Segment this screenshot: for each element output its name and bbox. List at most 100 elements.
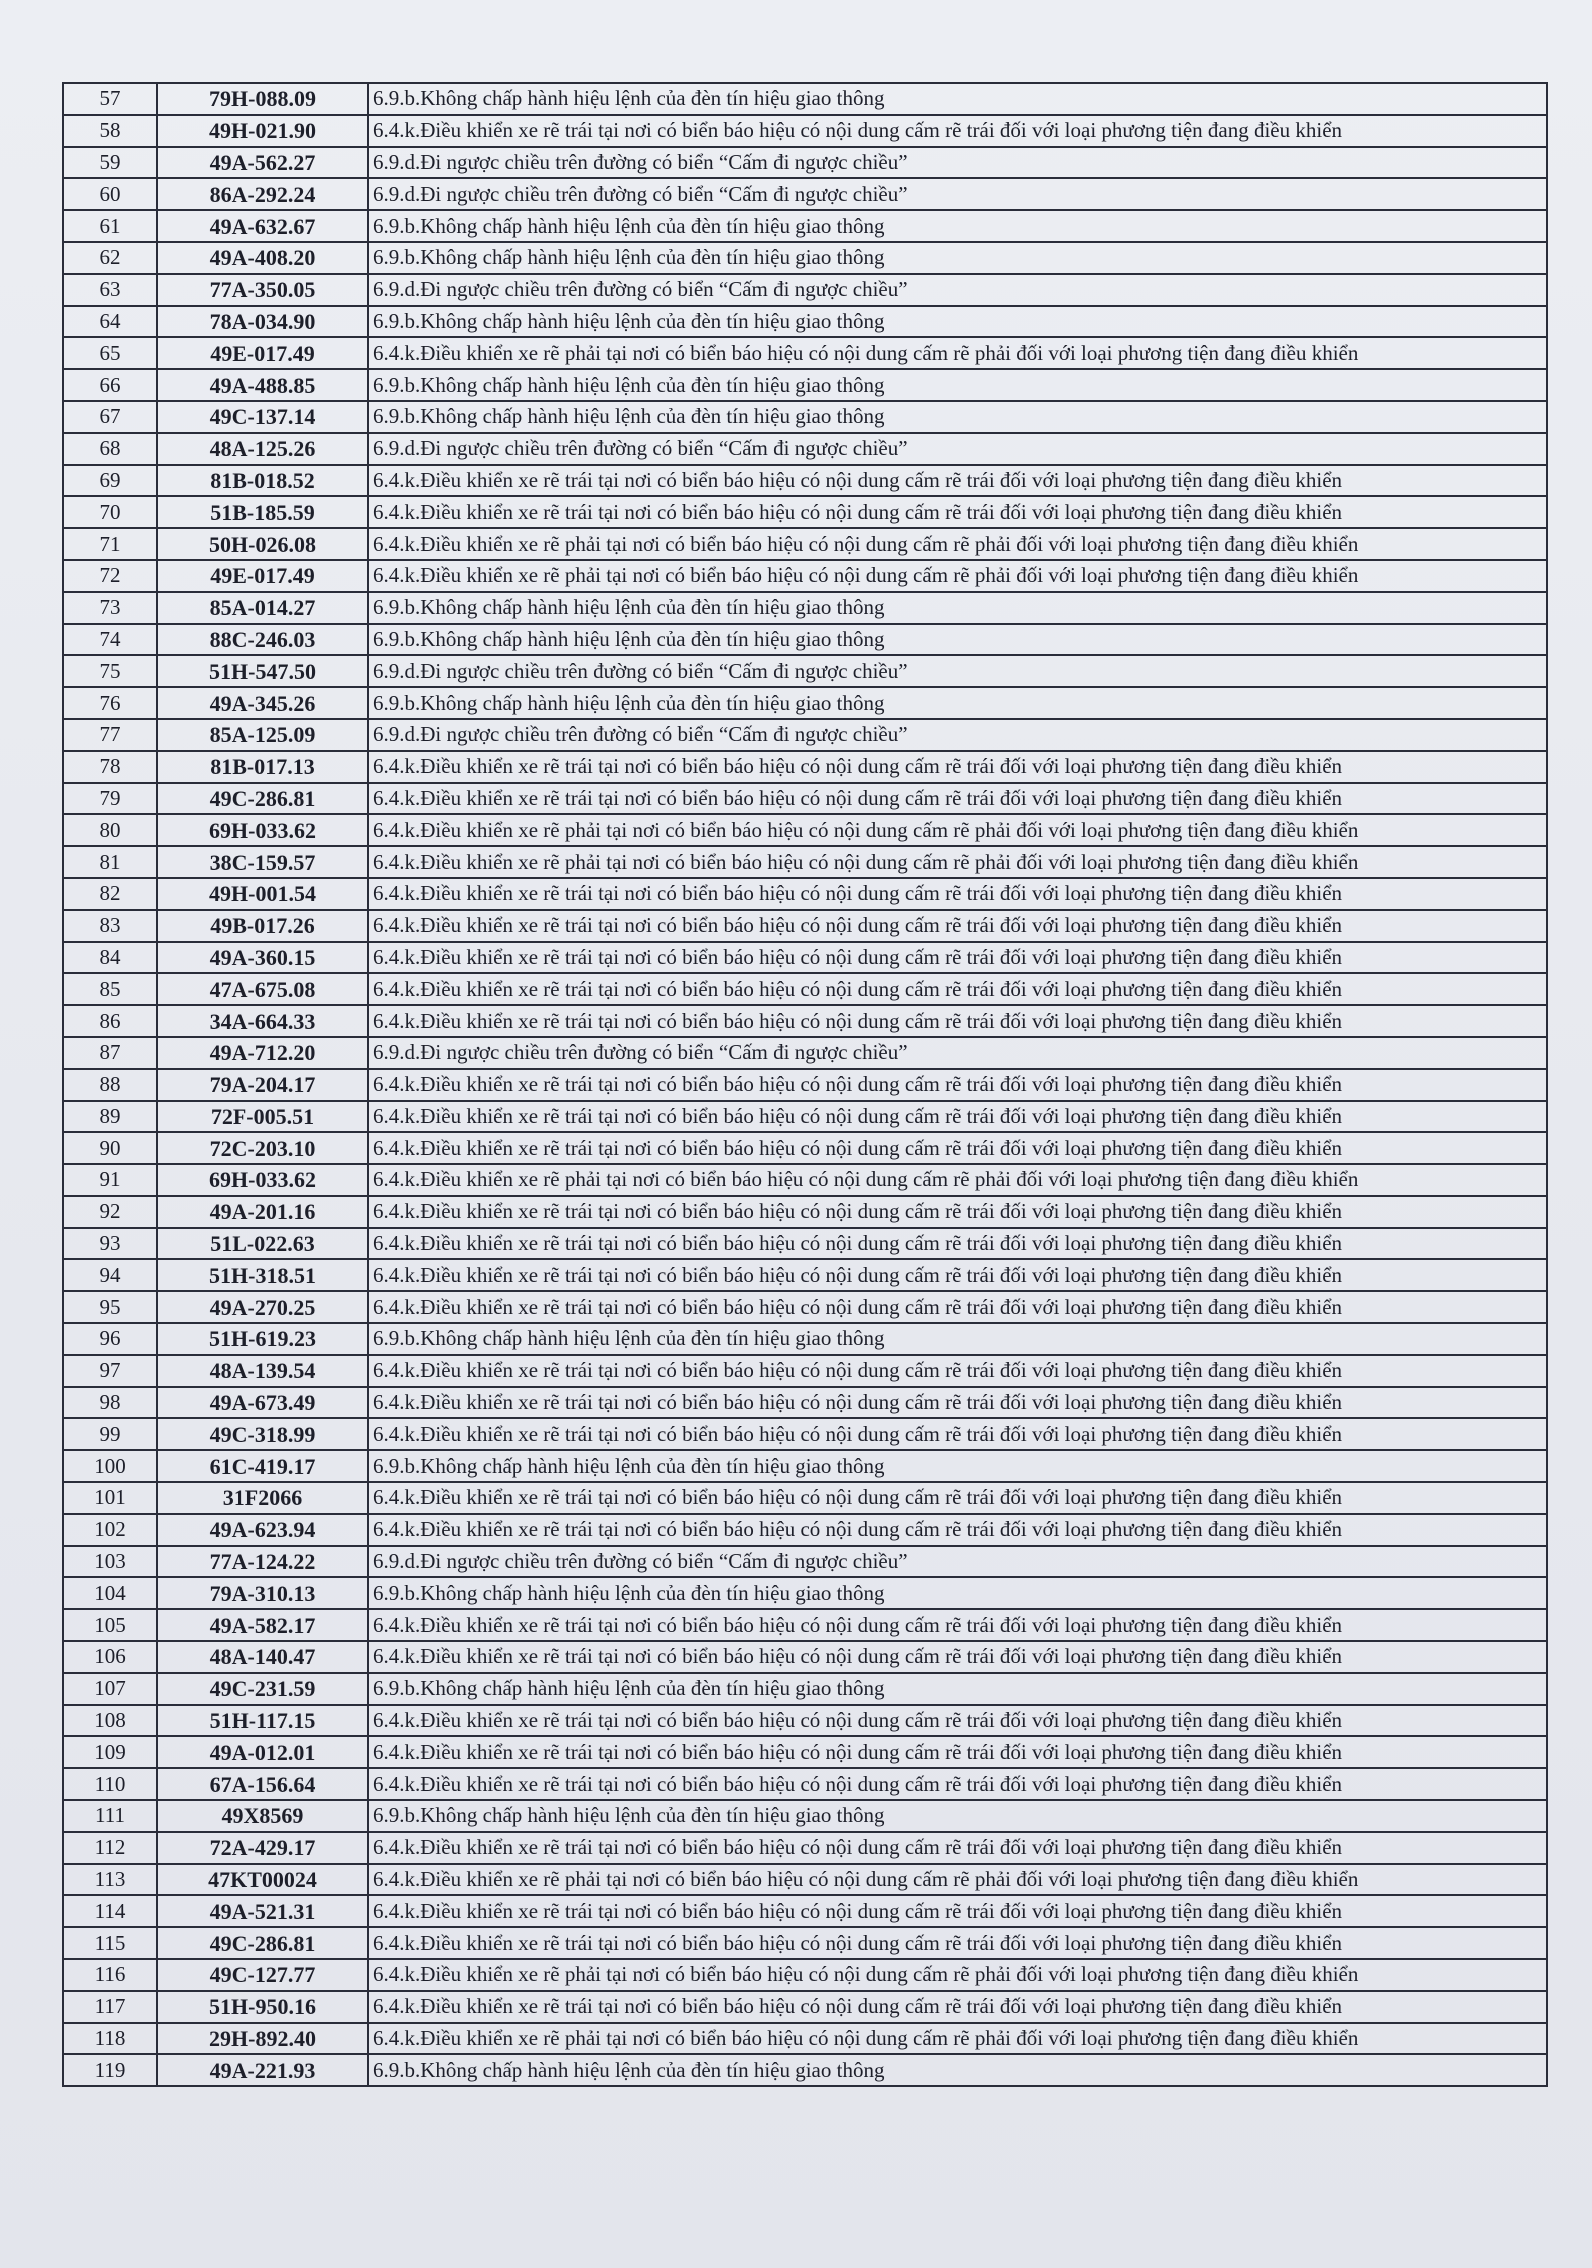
license-plate: 48A-139.54: [156, 1353, 369, 1388]
license-plate: 49A-712.20: [156, 1035, 369, 1070]
violation-description: 6.9.d.Đi ngược chiều trên đường có biển …: [367, 145, 1548, 180]
violation-description: 6.9.b.Không chấp hành hiệu lệnh của đèn …: [367, 399, 1548, 434]
violation-description: 6.9.b.Không chấp hành hiệu lệnh của đèn …: [367, 1576, 1548, 1611]
table-row: 78 81B-017.13 6.4.k.Điều khiển xe rẽ trái …: [62, 749, 1548, 784]
license-plate: 69H-033.62: [156, 813, 369, 848]
violation-description: 6.4.k.Điều khiển xe rẽ trái tại nơi có b…: [367, 1894, 1548, 1929]
license-plate: 49A-345.26: [156, 686, 369, 720]
violation-description: 6.4.k.Điều khiển xe rẽ trái tại nơi có b…: [367, 1767, 1548, 1802]
license-plate: 78A-034.90: [156, 304, 369, 339]
row-number: 98: [62, 1385, 158, 1420]
license-plate: 86A-292.24: [156, 177, 369, 212]
license-plate: 72A-429.17: [156, 1830, 369, 1865]
violation-description: 6.4.k.Điều khiển xe rẽ trái tại nơi có b…: [367, 1640, 1548, 1674]
table-row: 116 49C-127.77 6.4.k.Điều khiển xe rẽ phải…: [62, 1958, 1548, 1992]
license-plate: 49B-017.26: [156, 908, 369, 943]
row-number: 106: [62, 1640, 158, 1674]
violation-description: 6.9.b.Không chấp hành hiệu lệnh của đèn …: [367, 622, 1548, 657]
table-row: 101 31F2066 6.4.k.Điều khiển xe rẽ trái tạ…: [62, 1481, 1548, 1515]
row-number: 73: [62, 590, 158, 625]
violation-description: 6.4.k.Điều khiển xe rẽ trái tại nơi có b…: [367, 113, 1548, 148]
license-plate: 38C-159.57: [156, 845, 369, 879]
row-number: 110: [62, 1767, 158, 1802]
license-plate: 34A-664.33: [156, 1004, 369, 1038]
row-number: 97: [62, 1353, 158, 1388]
table-row: 89 72F-005.51 6.4.k.Điều khiển xe rẽ trái …: [62, 1099, 1548, 1134]
row-number: 109: [62, 1735, 158, 1770]
row-number: 108: [62, 1703, 158, 1738]
table-row: 96 51H-619.23 6.9.b.Không chấp hành hiệu l…: [62, 1322, 1548, 1356]
row-number: 105: [62, 1608, 158, 1643]
row-number: 101: [62, 1481, 158, 1515]
license-plate: 47KT00024: [156, 1862, 369, 1897]
row-number: 66: [62, 368, 158, 402]
violation-description: 6.4.k.Điều khiển xe rẽ trái tại nơi có b…: [367, 1703, 1548, 1738]
row-number: 91: [62, 1163, 158, 1197]
row-number: 58: [62, 113, 158, 148]
violation-description: 6.9.d.Đi ngược chiều trên đường có biển …: [367, 1544, 1548, 1579]
license-plate: 49H-001.54: [156, 876, 369, 911]
table-row: 68 48A-125.26 6.9.d.Đi ngược chiều trên đư…: [62, 431, 1548, 466]
violation-description: 6.4.k.Điều khiển xe rẽ trái tại nơi có b…: [367, 972, 1548, 1007]
license-plate: 51B-185.59: [156, 495, 369, 530]
violation-description: 6.9.b.Không chấp hành hiệu lệnh của đèn …: [367, 1322, 1548, 1356]
table-row: 98 49A-673.49 6.4.k.Điều khiển xe rẽ trái …: [62, 1385, 1548, 1420]
row-number: 118: [62, 2021, 158, 2056]
table-row: 67 49C-137.14 6.9.b.Không chấp hành hiệu l…: [62, 399, 1548, 434]
row-number: 100: [62, 1449, 158, 1484]
table-row: 90 72C-203.10 6.4.k.Điều khiển xe rẽ trái …: [62, 1131, 1548, 1166]
table-row: 108 51H-117.15 6.4.k.Điều khiển xe rẽ trái…: [62, 1703, 1548, 1738]
violation-description: 6.4.k.Điều khiển xe rẽ trái tại nơi có b…: [367, 781, 1548, 816]
license-plate: 69H-033.62: [156, 1163, 369, 1197]
license-plate: 85A-014.27: [156, 590, 369, 625]
row-number: 76: [62, 686, 158, 720]
license-plate: 49X8569: [156, 1799, 369, 1833]
violation-description: 6.4.k.Điều khiển xe rẽ trái tại nơi có b…: [367, 1353, 1548, 1388]
row-number: 78: [62, 749, 158, 784]
table-row: 113 47KT00024 6.4.k.Điều khiển xe rẽ phải …: [62, 1862, 1548, 1897]
violation-description: 6.4.k.Điều khiển xe rẽ trái tại nơi có b…: [367, 1417, 1548, 1452]
violation-description: 6.9.d.Đi ngược chiều trên đường có biển …: [367, 431, 1548, 466]
license-plate: 47A-675.08: [156, 972, 369, 1007]
table-row: 64 78A-034.90 6.9.b.Không chấp hành hiệu l…: [62, 304, 1548, 339]
row-number: 107: [62, 1671, 158, 1706]
license-plate: 48A-125.26: [156, 431, 369, 466]
license-plate: 49A-408.20: [156, 240, 369, 275]
table-row: 71 50H-026.08 6.4.k.Điều khiển xe rẽ phải …: [62, 527, 1548, 561]
row-number: 72: [62, 558, 158, 593]
license-plate: 51H-117.15: [156, 1703, 369, 1738]
violation-description: 6.9.b.Không chấp hành hiệu lệnh của đèn …: [367, 1449, 1548, 1484]
violation-description: 6.9.b.Không chấp hành hiệu lệnh của đèn …: [367, 1799, 1548, 1833]
violation-description: 6.9.d.Đi ngược chiều trên đường có biển …: [367, 177, 1548, 212]
license-plate: 31F2066: [156, 1481, 369, 1515]
violation-description: 6.4.k.Điều khiển xe rẽ trái tại nơi có b…: [367, 1194, 1548, 1229]
violation-description: 6.9.d.Đi ngược chiều trên đường có biển …: [367, 654, 1548, 689]
table-row: 58 49H-021.90 6.4.k.Điều khiển xe rẽ trái …: [62, 113, 1548, 148]
violation-description: 6.4.k.Điều khiển xe rẽ trái tại nơi có b…: [367, 1608, 1548, 1643]
table-row: 81 38C-159.57 6.4.k.Điều khiển xe rẽ phải …: [62, 845, 1548, 879]
table-row: 95 49A-270.25 6.4.k.Điều khiển xe rẽ trái …: [62, 1290, 1548, 1325]
license-plate: 79A-310.13: [156, 1576, 369, 1611]
license-plate: 51H-950.16: [156, 1989, 369, 2024]
violation-description: 6.4.k.Điều khiển xe rẽ trái tại nơi có b…: [367, 1131, 1548, 1166]
violation-description: 6.4.k.Điều khiển xe rẽ trái tại nơi có b…: [367, 1290, 1548, 1325]
row-number: 102: [62, 1512, 158, 1547]
row-number: 117: [62, 1989, 158, 2024]
table-row: 91 69H-033.62 6.4.k.Điều khiển xe rẽ phải …: [62, 1163, 1548, 1197]
license-plate: 61C-419.17: [156, 1449, 369, 1484]
license-plate: 72F-005.51: [156, 1099, 369, 1134]
license-plate: 51L-022.63: [156, 1226, 369, 1261]
violation-description: 6.4.k.Điều khiển xe rẽ trái tại nơi có b…: [367, 1099, 1548, 1134]
row-number: 113: [62, 1862, 158, 1897]
violation-description: 6.9.b.Không chấp hành hiệu lệnh của đèn …: [367, 304, 1548, 339]
table-row: 62 49A-408.20 6.9.b.Không chấp hành hiệu l…: [62, 240, 1548, 275]
violation-description: 6.4.k.Điều khiển xe rẽ trái tại nơi có b…: [367, 1067, 1548, 1102]
row-number: 83: [62, 908, 158, 943]
license-plate: 49A-201.16: [156, 1194, 369, 1229]
table-row: 106 48A-140.47 6.4.k.Điều khiển xe rẽ trái…: [62, 1640, 1548, 1674]
license-plate: 81B-017.13: [156, 749, 369, 784]
license-plate: 72C-203.10: [156, 1131, 369, 1166]
row-number: 80: [62, 813, 158, 848]
license-plate: 77A-350.05: [156, 272, 369, 307]
violation-description: 6.4.k.Điều khiển xe rẽ phải tại nơi có b…: [367, 1163, 1548, 1197]
